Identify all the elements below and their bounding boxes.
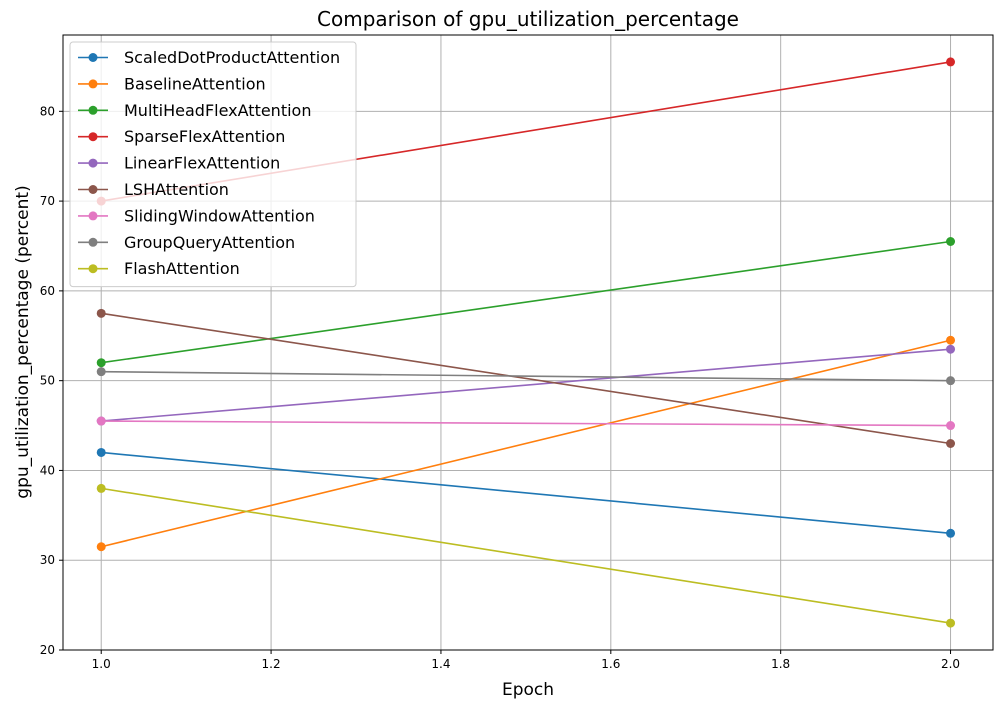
y-tick-label: 20	[40, 643, 55, 657]
data-point	[946, 344, 956, 354]
series-8	[96, 483, 956, 628]
legend-item: SparseFlexAttention	[78, 127, 285, 146]
series-1	[96, 335, 956, 552]
legend: ScaledDotProductAttention BaselineAttenti…	[69, 41, 357, 288]
legend-item: LSHAttention	[78, 180, 229, 199]
legend-swatch-marker	[88, 105, 98, 115]
series-line	[101, 348, 951, 422]
data-point	[96, 358, 106, 368]
series-line	[101, 370, 951, 382]
y-axis-label: gpu_utilization_percentage (percent)	[13, 185, 33, 498]
legend-swatch-marker	[88, 211, 98, 221]
data-point	[96, 542, 106, 552]
series-5	[96, 308, 956, 449]
legend-label: MultiHeadFlexAttention	[124, 101, 311, 120]
data-point	[946, 335, 956, 345]
legend-label: GroupQueryAttention	[124, 233, 295, 252]
legend-item: MultiHeadFlexAttention	[78, 101, 311, 120]
data-point	[946, 57, 956, 67]
series-line	[101, 420, 951, 427]
data-point	[96, 483, 106, 493]
x-tick-label: 1.2	[262, 657, 281, 671]
legend-swatch-marker	[88, 79, 98, 89]
series-6	[96, 416, 956, 431]
data-point	[96, 416, 106, 426]
legend-box	[69, 41, 357, 288]
series-line	[101, 339, 951, 548]
x-axis-label: Epoch	[502, 680, 554, 700]
legend-label: SparseFlexAttention	[124, 127, 285, 146]
legend-swatch-marker	[88, 237, 98, 247]
x-tick-label: 1.8	[771, 657, 790, 671]
legend-item: GroupQueryAttention	[78, 233, 295, 252]
data-point	[96, 308, 106, 318]
y-tick-label: 70	[40, 194, 55, 208]
x-axis-ticks: 1.0 1.2 1.4 1.6 1.8 2.0	[92, 650, 960, 671]
y-tick-label: 80	[40, 104, 55, 118]
series-line	[101, 312, 951, 445]
series-7	[96, 367, 956, 386]
data-point	[946, 618, 956, 628]
y-tick-label: 40	[40, 463, 55, 477]
legend-label: BaselineAttention	[124, 74, 266, 93]
legend-label: LSHAttention	[124, 180, 229, 199]
legend-item: FlashAttention	[78, 259, 240, 278]
legend-label: FlashAttention	[124, 259, 240, 278]
legend-swatch-marker	[88, 158, 98, 168]
series-line	[101, 451, 951, 535]
series-2	[96, 236, 956, 368]
data-point	[946, 439, 956, 449]
legend-label: LinearFlexAttention	[124, 154, 280, 173]
legend-swatch-marker	[88, 53, 98, 62]
legend-item: ScaledDotProductAttention	[78, 48, 340, 67]
data-point	[946, 236, 956, 246]
y-axis-ticks: 20 30 40 50 60 70 80	[40, 104, 63, 657]
data-point	[946, 528, 956, 538]
legend-item: LinearFlexAttention	[78, 154, 280, 173]
data-point	[96, 367, 106, 377]
data-point	[96, 447, 106, 457]
series-line	[101, 487, 951, 624]
series-line	[101, 240, 951, 364]
legend-swatch-marker	[88, 132, 98, 142]
data-point	[946, 376, 956, 386]
data-point	[946, 421, 956, 431]
legend-swatch-marker	[88, 264, 98, 274]
series-4	[96, 344, 956, 426]
y-tick-label: 60	[40, 284, 55, 298]
plot-frame	[62, 34, 994, 651]
x-tick-label: 1.4	[431, 657, 450, 671]
legend-label: SlidingWindowAttention	[124, 206, 315, 225]
chart-title: Comparison of gpu_utilization_percentage	[317, 7, 739, 31]
x-tick-label: 2.0	[941, 657, 960, 671]
x-tick-label: 1.6	[601, 657, 620, 671]
y-tick-label: 30	[40, 553, 55, 567]
legend-item: SlidingWindowAttention	[78, 206, 315, 225]
x-tick-label: 1.0	[92, 657, 111, 671]
legend-swatch-marker	[88, 185, 98, 194]
y-tick-label: 50	[40, 374, 55, 388]
series-0	[96, 447, 956, 538]
legend-item: BaselineAttention	[78, 74, 266, 93]
legend-label: ScaledDotProductAttention	[124, 48, 340, 67]
